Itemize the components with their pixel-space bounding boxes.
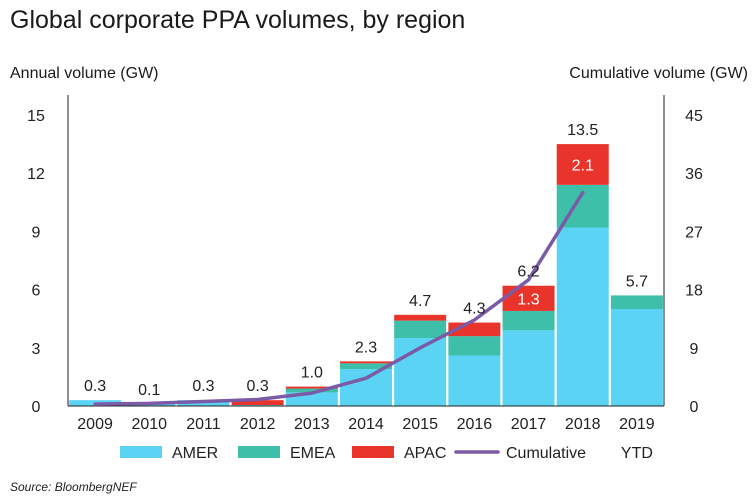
bar-amer-2016	[448, 355, 501, 406]
bar-apac-2018	[556, 144, 609, 185]
legend-label-cumulative: Cumulative	[506, 445, 586, 462]
total-label-2017: 6.2	[517, 264, 539, 281]
bar-emea-2015	[394, 320, 447, 339]
legend-label-emea: EMEA	[290, 445, 336, 462]
total-label-2018: 13.5	[567, 122, 598, 139]
total-label-2015: 4.7	[409, 293, 431, 310]
bar-emea-2014	[340, 363, 392, 370]
x-tick-label: 2018	[565, 416, 601, 433]
x-tick-label: 2014	[348, 416, 384, 433]
bar-amer-2018	[556, 227, 609, 406]
legend-swatch-amer	[120, 446, 162, 458]
y2-tick-label: 45	[685, 108, 703, 125]
total-label-2016: 4.3	[463, 301, 485, 318]
y2-tick-label: 18	[685, 283, 703, 300]
total-label-2011: 0.3	[192, 378, 214, 395]
cumulative-line-group	[93, 190, 585, 406]
total-label-2014: 2.3	[355, 339, 377, 356]
y2-tick-label: 9	[690, 341, 699, 358]
x-tick-label: 2011	[186, 416, 221, 433]
bar-apac-2013	[285, 386, 338, 389]
bar-emea-2017	[502, 310, 555, 331]
total-label-2012: 0.3	[247, 378, 269, 395]
y-tick-label: 9	[32, 224, 41, 241]
bar-apac-2017	[502, 285, 555, 311]
segment-label-2017: 1.3	[517, 291, 539, 308]
y-tick-label: 12	[27, 166, 45, 183]
bar-amer-2017	[502, 330, 555, 406]
bar-emea-2016	[448, 336, 501, 356]
legend-label-amer: AMER	[172, 445, 218, 462]
bar-amer-2014	[340, 369, 392, 406]
y2-tick-label: 27	[685, 224, 703, 241]
bars	[69, 144, 663, 406]
bar-apac-2012	[231, 400, 284, 406]
total-label-2019: 5.7	[626, 273, 648, 290]
y-tick-label: 3	[32, 341, 41, 358]
legend-label-ytd: YTD	[621, 445, 653, 462]
x-tick-label: 2017	[511, 416, 547, 433]
bar-emea-2019	[610, 295, 663, 309]
legend-label-apac: APAC	[404, 445, 446, 462]
x-tick-label: 2010	[131, 416, 167, 433]
legend: AMER EMEA APAC Cumulative YTD	[120, 445, 653, 462]
x-tick-label: 2013	[294, 416, 330, 433]
segment-labels: 1.3 2.1	[517, 157, 594, 308]
y2-tick-label: 36	[685, 166, 703, 183]
legend-swatch-apac	[352, 446, 394, 458]
x-tick-label: 2009	[77, 416, 113, 433]
bar-amer-2019	[610, 309, 663, 406]
source-note: Source: BloombergNEF	[10, 480, 137, 494]
total-label-2010: 0.1	[138, 382, 160, 399]
segment-label-2018: 2.1	[572, 157, 594, 174]
legend-swatch-emea	[238, 446, 280, 458]
y-tick-label: 0	[32, 399, 41, 416]
y2-axis-label: Cumulative volume (GW)	[569, 65, 748, 82]
bar-apac-2014	[340, 361, 392, 364]
y-axis-ticks: 0 3 6 9 12 15	[27, 108, 45, 416]
y-tick-label: 15	[27, 108, 45, 125]
y-tick-label: 6	[32, 283, 41, 300]
chart-title: Global corporate PPA volumes, by region	[10, 6, 466, 34]
cumulative-line	[93, 190, 585, 406]
total-label-2013: 1.0	[301, 365, 323, 382]
total-label-2009: 0.3	[84, 378, 106, 395]
bar-apac-2015	[394, 314, 447, 321]
x-tick-label: 2012	[240, 416, 276, 433]
total-labels: 0.3 0.1 0.3 0.3 1.0 2.3 4.7 4.3 6.2 13.5 5.7	[84, 122, 648, 399]
y2-tick-label: 0	[690, 399, 699, 416]
y-axis-label: Annual volume (GW)	[10, 65, 159, 82]
x-axis-ticks: 2009 2010 2011 2012 2013 2014 2015 2016 2017 2018…	[77, 416, 655, 433]
bar-emea-2013	[285, 388, 338, 393]
y2-axis-ticks: 0 9 18 27 36 45	[685, 108, 703, 416]
x-tick-label: 2019	[619, 416, 655, 433]
x-tick-label: 2015	[402, 416, 438, 433]
x-tick-label: 2016	[457, 416, 493, 433]
